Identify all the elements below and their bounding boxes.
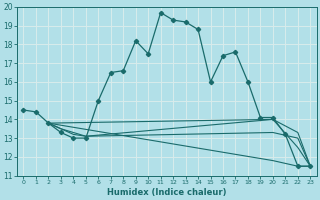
X-axis label: Humidex (Indice chaleur): Humidex (Indice chaleur) [107,188,227,197]
